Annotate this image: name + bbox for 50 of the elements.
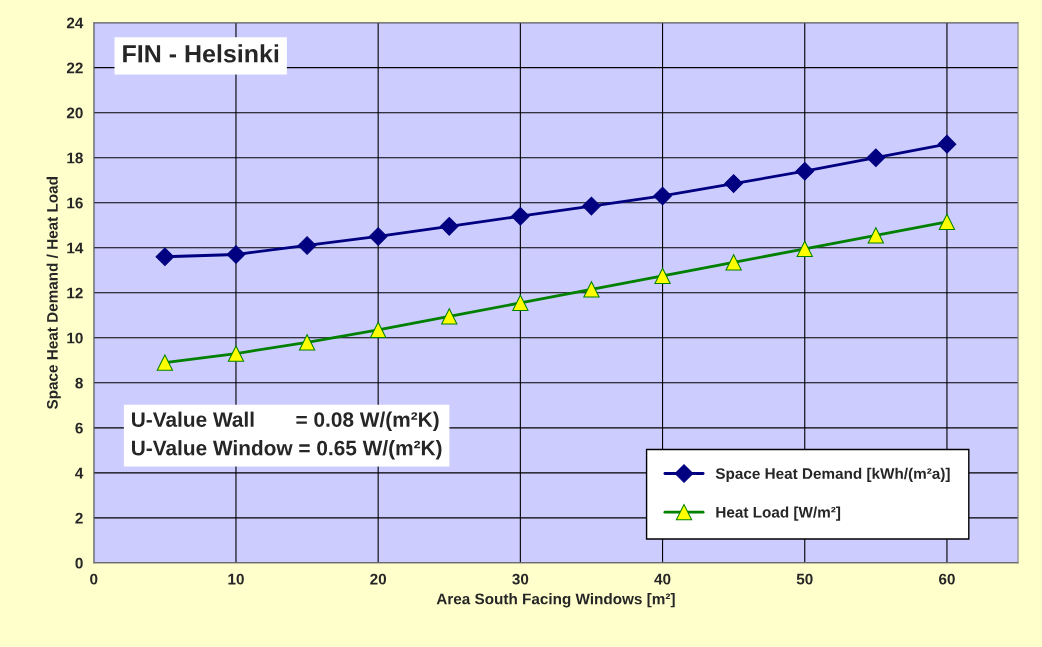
point — [297, 236, 317, 255]
point — [796, 240, 813, 258]
point — [226, 245, 246, 264]
point — [155, 247, 175, 267]
point — [867, 227, 884, 244]
point — [938, 213, 956, 231]
point — [439, 217, 459, 236]
y-tick-label: 10 — [67, 332, 83, 344]
y-tick-label: 22 — [66, 62, 83, 74]
y-tick-label: 6 — [75, 422, 83, 434]
x-tick-label: 10 — [228, 573, 244, 585]
x-tick-label: 50 — [796, 573, 813, 585]
point — [298, 334, 316, 351]
point — [725, 254, 742, 271]
y-tick-label: 24 — [66, 17, 84, 29]
y-tick-label: 0 — [75, 557, 83, 569]
y-tick-label: 12 — [67, 287, 83, 299]
x-tick-label: 20 — [370, 573, 387, 585]
point — [583, 281, 600, 298]
y-axis-title: Space Heat Demand / Heat Load — [46, 177, 61, 410]
point — [511, 206, 530, 226]
point — [654, 267, 671, 285]
point — [937, 134, 957, 154]
point — [724, 174, 744, 193]
point — [512, 294, 529, 312]
point — [156, 354, 174, 371]
y-tick-label: 2 — [75, 512, 83, 524]
legend-label: Space Heat Demand [kWh/(m²a)] — [715, 467, 950, 483]
point — [653, 186, 672, 206]
x-axis-title: Area South Facing Windows [m²] — [436, 593, 675, 608]
y-tick-label: 4 — [75, 467, 84, 479]
point — [441, 308, 458, 325]
y-tick-label: 20 — [66, 107, 83, 119]
point — [227, 345, 245, 362]
point — [866, 148, 886, 168]
y-tick-label: 18 — [67, 152, 83, 164]
point — [582, 196, 601, 216]
x-tick-label: 30 — [512, 573, 529, 585]
legend-label: Heat Load [W/m²] — [716, 506, 841, 521]
point — [370, 321, 387, 339]
text: FIN - Helsinki — [123, 44, 279, 63]
y-tick-label: 14 — [67, 242, 84, 254]
y-tick-label: 8 — [75, 377, 83, 389]
x-tick-label: 60 — [939, 573, 955, 585]
annotation: U-Value Wall = 0.08 W/(m²K) U-Value Window = 0.65 W/(m²K) — [132, 411, 442, 460]
y-tick-label: 16 — [67, 197, 83, 209]
point — [795, 161, 815, 181]
x-tick-label: 0 — [90, 573, 98, 585]
x-tick-label: 40 — [654, 573, 671, 585]
point — [368, 227, 388, 246]
